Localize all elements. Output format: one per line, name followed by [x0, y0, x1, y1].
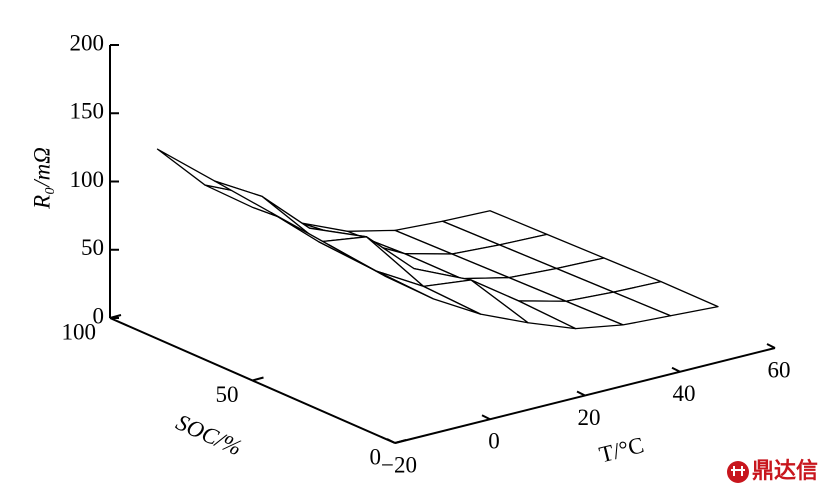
surface-cell — [156, 148, 263, 198]
soc-tick-label: 100 — [62, 319, 97, 344]
z-axis-label: R₀/mΩ — [29, 147, 54, 210]
z-tick-label: 150 — [70, 99, 105, 124]
t-tick — [481, 414, 491, 421]
soc-axis-label: SOC/% — [172, 410, 245, 461]
z-tick-label: 0 — [93, 303, 105, 328]
soc-tick — [252, 376, 264, 382]
watermark-logo — [727, 461, 749, 483]
surface-cell — [327, 243, 434, 300]
t-tick — [576, 390, 586, 397]
t-tick — [766, 343, 776, 349]
z-tick-label: 200 — [70, 30, 105, 55]
t-tick — [386, 438, 396, 444]
surface-cell — [261, 195, 368, 243]
soc-tick — [109, 314, 122, 319]
z-tick-label: 100 — [70, 167, 105, 192]
soc-tick-label: 0 — [370, 444, 382, 469]
z-tick-label: 50 — [81, 235, 104, 260]
watermark: 鼎达信 — [752, 458, 818, 484]
soc-tick — [394, 439, 407, 444]
soc-tick-label: 50 — [216, 382, 239, 407]
logo-glyph — [731, 466, 745, 476]
t-tick-label: 60 — [768, 357, 791, 382]
t-tick-label: 20 — [578, 405, 601, 430]
logo-circle — [727, 461, 749, 483]
t-tick-label: −20 — [381, 452, 417, 477]
t-axis-label: T/°C — [597, 432, 647, 467]
t-tick — [671, 366, 681, 373]
t-tick-label: 40 — [673, 381, 696, 406]
surface — [156, 148, 719, 330]
t-tick-label: 0 — [488, 429, 500, 454]
